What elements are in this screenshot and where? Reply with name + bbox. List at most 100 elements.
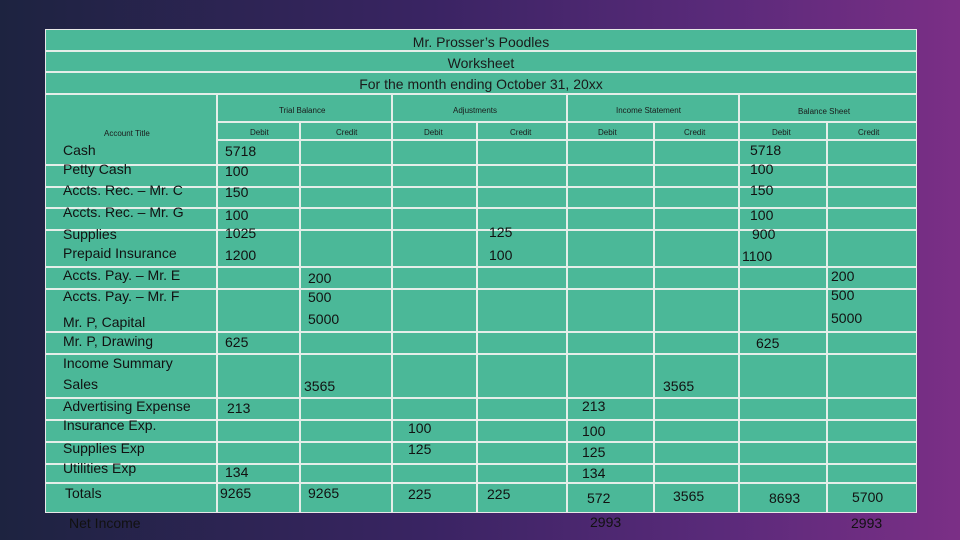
bs-credit-value: 5000 [831, 310, 863, 326]
bs-debit-value: 900 [752, 226, 776, 242]
divider [46, 397, 916, 399]
account-title: Mr. P, Capital [63, 314, 146, 330]
divider [46, 229, 916, 231]
bs-debit-value: 150 [750, 182, 774, 198]
bs-debit-value: 100 [750, 161, 774, 177]
bs-credit-value: 200 [831, 268, 855, 284]
tb-credit-value: 200 [308, 270, 332, 286]
bs-debit-value: 625 [756, 335, 780, 351]
account-title: Supplies Exp [63, 440, 145, 456]
tb-debit-value: 150 [225, 184, 249, 200]
divider [46, 331, 916, 333]
section-income-statement: Income Statement [616, 106, 681, 115]
tb-debit-value: 5718 [225, 143, 257, 159]
document-title: Worksheet [447, 55, 515, 71]
divider [46, 288, 916, 290]
divider [46, 207, 916, 209]
bs-credit-value: 500 [831, 287, 855, 303]
is-credit-value: 3565 [663, 378, 695, 394]
bs-debit-value: 8693 [769, 490, 801, 506]
account-title: Mr. P, Drawing [63, 333, 153, 349]
account-title: Advertising Expense [63, 398, 191, 414]
worksheet-table: Mr. Prosser’s Poodles Worksheet For the … [45, 29, 917, 513]
is-debit-value: 213 [582, 398, 606, 414]
account-title: Utilities Exp [63, 460, 137, 476]
column-is-debit: Debit [598, 128, 617, 137]
adj-debit-value: 225 [408, 486, 432, 502]
column-bs-debit: Debit [772, 128, 791, 137]
company-title: Mr. Prosser’s Poodles [412, 34, 550, 50]
adj-credit-value: 100 [489, 247, 513, 263]
tb-debit-value: 213 [227, 400, 251, 416]
divider [46, 353, 916, 355]
tb-credit-value: 3565 [304, 378, 336, 394]
tb-debit-value: 134 [225, 464, 249, 480]
divider [653, 121, 655, 512]
divider [46, 441, 916, 443]
divider [476, 121, 478, 512]
account-title: Cash [63, 142, 96, 158]
divider [46, 419, 916, 421]
is-debit-value: 100 [582, 423, 606, 439]
bs-debit-value: 100 [750, 207, 774, 223]
column-adj-debit: Debit [424, 128, 443, 137]
tb-credit-value: 9265 [308, 485, 340, 501]
tb-debit-value: 100 [225, 163, 249, 179]
column-adj-credit: Credit [510, 128, 532, 137]
bs-debit-value: 5718 [750, 142, 782, 158]
divider [46, 266, 916, 268]
tb-credit-value: 500 [308, 289, 332, 305]
account-title: Accts. Rec. – Mr. G [63, 204, 184, 220]
is-debit-value: 572 [587, 490, 611, 506]
account-title: Insurance Exp. [63, 417, 157, 433]
section-trial-balance: Trial Balance [279, 106, 326, 115]
net-income-label: Net Income [69, 515, 141, 531]
account-title: Prepaid Insurance [63, 245, 177, 261]
adj-debit-value: 125 [408, 441, 432, 457]
account-title: Accts. Rec. – Mr. C [63, 182, 183, 198]
divider [46, 71, 916, 73]
column-account-title: Account Title [104, 129, 150, 138]
tb-debit-value: 1200 [225, 247, 257, 263]
account-title: Income Summary [63, 355, 173, 371]
column-tb-credit: Credit [336, 128, 358, 137]
divider [46, 186, 916, 188]
tb-debit-value: 100 [225, 207, 249, 223]
account-title: Supplies [63, 226, 117, 242]
adj-credit-value: 125 [489, 224, 513, 240]
net-income-is-debit: 2993 [590, 514, 622, 530]
tb-credit-value: 5000 [308, 311, 340, 327]
account-title: Accts. Pay. – Mr. F [63, 288, 180, 304]
divider [738, 93, 740, 512]
column-is-credit: Credit [684, 128, 706, 137]
divider [566, 93, 568, 512]
section-balance-sheet: Balance Sheet [798, 107, 851, 116]
divider [299, 121, 301, 512]
account-title: Sales [63, 376, 99, 392]
divider [46, 164, 916, 166]
divider [46, 463, 916, 465]
divider [46, 93, 916, 95]
column-tb-debit: Debit [250, 128, 269, 137]
is-debit-value: 134 [582, 465, 606, 481]
column-bs-credit: Credit [858, 128, 880, 137]
account-title: Totals [65, 485, 102, 501]
section-adjustments: Adjustments [453, 106, 498, 115]
tb-debit-value: 1025 [225, 225, 257, 241]
adj-debit-value: 100 [408, 420, 432, 436]
divider [46, 50, 916, 52]
divider [216, 93, 218, 512]
account-title: Accts. Pay. – Mr. E [63, 267, 181, 283]
account-title: Petty Cash [63, 161, 132, 177]
tb-debit-value: 625 [225, 334, 249, 350]
net-income-bs-credit: 2993 [851, 515, 883, 531]
divider [826, 121, 828, 512]
adj-credit-value: 225 [487, 486, 511, 502]
is-debit-value: 125 [582, 444, 606, 460]
divider [46, 482, 916, 484]
bs-credit-value: 5700 [852, 489, 884, 505]
is-credit-value: 3565 [673, 488, 705, 504]
period-title: For the month ending October 31, 20xx [359, 76, 603, 92]
divider [391, 93, 393, 512]
bs-debit-value: 1100 [742, 248, 773, 264]
